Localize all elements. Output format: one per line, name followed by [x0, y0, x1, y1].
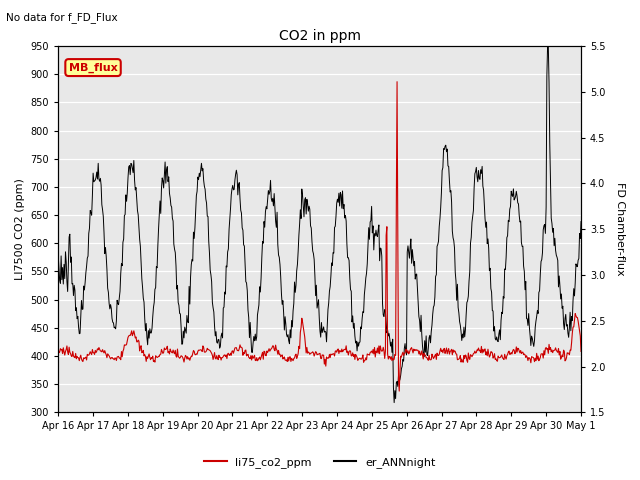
Y-axis label: FD Chamber-flux: FD Chamber-flux: [615, 182, 625, 276]
Text: MB_flux: MB_flux: [68, 62, 117, 72]
Title: CO2 in ppm: CO2 in ppm: [278, 29, 360, 43]
Y-axis label: LI7500 CO2 (ppm): LI7500 CO2 (ppm): [15, 178, 25, 280]
Text: No data for f_FD_Flux: No data for f_FD_Flux: [6, 12, 118, 23]
Legend: li75_co2_ppm, er_ANNnight: li75_co2_ppm, er_ANNnight: [200, 452, 440, 472]
